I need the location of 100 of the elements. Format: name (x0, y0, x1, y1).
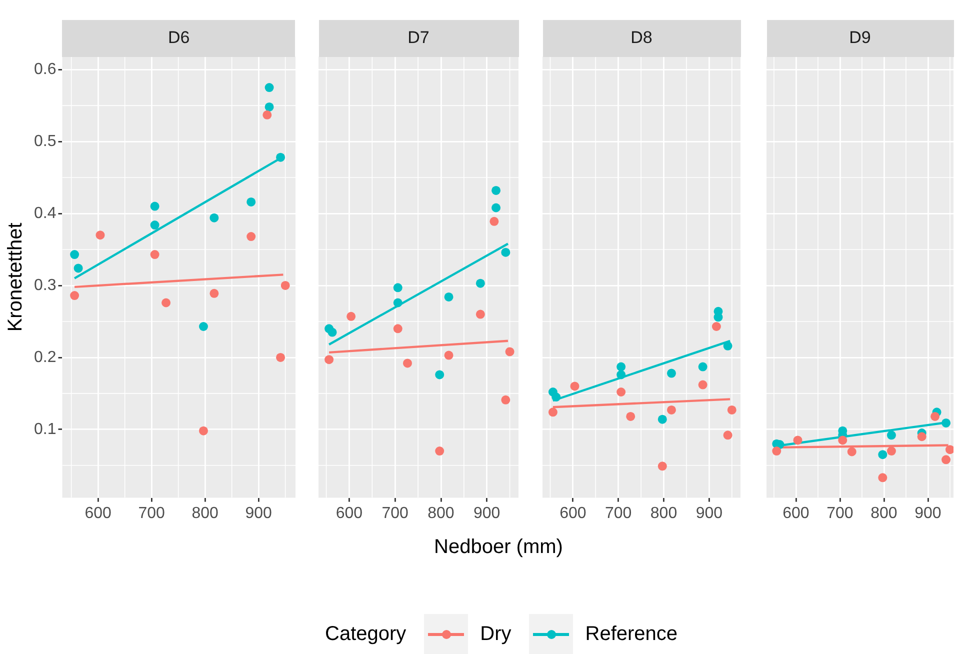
y-tick-label: 0.4 (34, 204, 56, 222)
x-tick-label: 900 (914, 504, 942, 522)
point (162, 298, 171, 308)
y-tick-label: 0.6 (34, 60, 56, 78)
point (70, 291, 80, 300)
point (878, 473, 888, 482)
chart-title: D7 (318, 20, 518, 57)
point (393, 298, 402, 308)
y-tick-label: 0.5 (34, 132, 56, 150)
y-tick-label: 0.3 (34, 276, 56, 294)
chart-title: D6 (62, 20, 296, 57)
point (276, 352, 286, 362)
point (838, 436, 848, 445)
point (402, 358, 412, 368)
x-tick-label: 700 (604, 504, 632, 522)
point (262, 110, 272, 120)
x-tick-label: 600 (560, 504, 586, 522)
point (150, 202, 160, 211)
point (945, 445, 954, 454)
point (666, 405, 676, 414)
point (505, 347, 514, 356)
point (878, 450, 888, 460)
point (198, 426, 208, 436)
point (727, 405, 736, 414)
point (698, 362, 708, 372)
point (476, 278, 485, 288)
x-tick-label: 800 (650, 504, 678, 522)
x-tick-label: 600 (336, 504, 363, 522)
point (698, 380, 708, 390)
point (476, 310, 485, 319)
point (276, 152, 286, 162)
x-tick-label: 800 (870, 504, 898, 522)
point (501, 395, 510, 404)
point (501, 248, 510, 257)
point (658, 414, 667, 424)
point (70, 250, 80, 260)
point (246, 197, 256, 206)
point (492, 203, 501, 212)
point (658, 462, 667, 471)
point (444, 292, 454, 302)
point (886, 430, 896, 440)
point (616, 362, 626, 372)
point (435, 370, 444, 380)
point (626, 412, 636, 421)
chart-title: D8 (542, 20, 740, 57)
x-axis-title: Nedboer (mm) (434, 536, 563, 558)
point (328, 328, 337, 337)
point (280, 280, 290, 290)
point (552, 392, 561, 402)
point (435, 446, 444, 456)
point (492, 186, 501, 195)
x-tick-label: 900 (473, 504, 500, 522)
chart-title: D9 (766, 20, 954, 57)
point (723, 430, 732, 440)
point (917, 432, 926, 442)
point (150, 250, 160, 260)
point (772, 446, 782, 456)
point (210, 213, 219, 222)
point (666, 368, 676, 378)
x-tick-label: 800 (428, 504, 454, 522)
point (712, 322, 721, 331)
legend-label: Dry (480, 622, 512, 646)
x-tick-label: 700 (138, 504, 166, 522)
x-tick-label: 900 (245, 504, 272, 522)
point (444, 350, 454, 360)
point (96, 230, 105, 240)
point (616, 388, 626, 396)
legend-label: Reference (585, 622, 678, 646)
point (393, 324, 402, 334)
point (548, 408, 558, 417)
point (930, 412, 940, 421)
point (942, 455, 951, 464)
x-tick-label: 800 (192, 504, 219, 522)
y-axis-title: Kronetetthet (4, 222, 27, 332)
y-tick-label: 0.2 (34, 348, 56, 366)
point (74, 264, 83, 273)
point (490, 216, 499, 226)
point (198, 322, 208, 331)
point (150, 220, 160, 230)
point (346, 312, 356, 321)
point (264, 102, 274, 112)
x-tick-label: 900 (696, 504, 723, 522)
point (942, 418, 951, 428)
point (886, 446, 896, 456)
point (793, 436, 802, 445)
point (246, 232, 256, 242)
point (393, 283, 402, 292)
point (264, 83, 274, 92)
point (723, 341, 732, 350)
point (570, 382, 580, 391)
y-tick-label: 0.1 (34, 420, 56, 438)
x-tick-label: 700 (382, 504, 409, 522)
legend-title: Category (325, 622, 406, 646)
point (616, 370, 626, 380)
x-tick-label: 600 (782, 504, 810, 522)
point (324, 355, 334, 364)
x-tick-label: 600 (84, 504, 112, 522)
x-tick-label: 700 (826, 504, 854, 522)
point (847, 447, 856, 456)
point (210, 288, 219, 298)
